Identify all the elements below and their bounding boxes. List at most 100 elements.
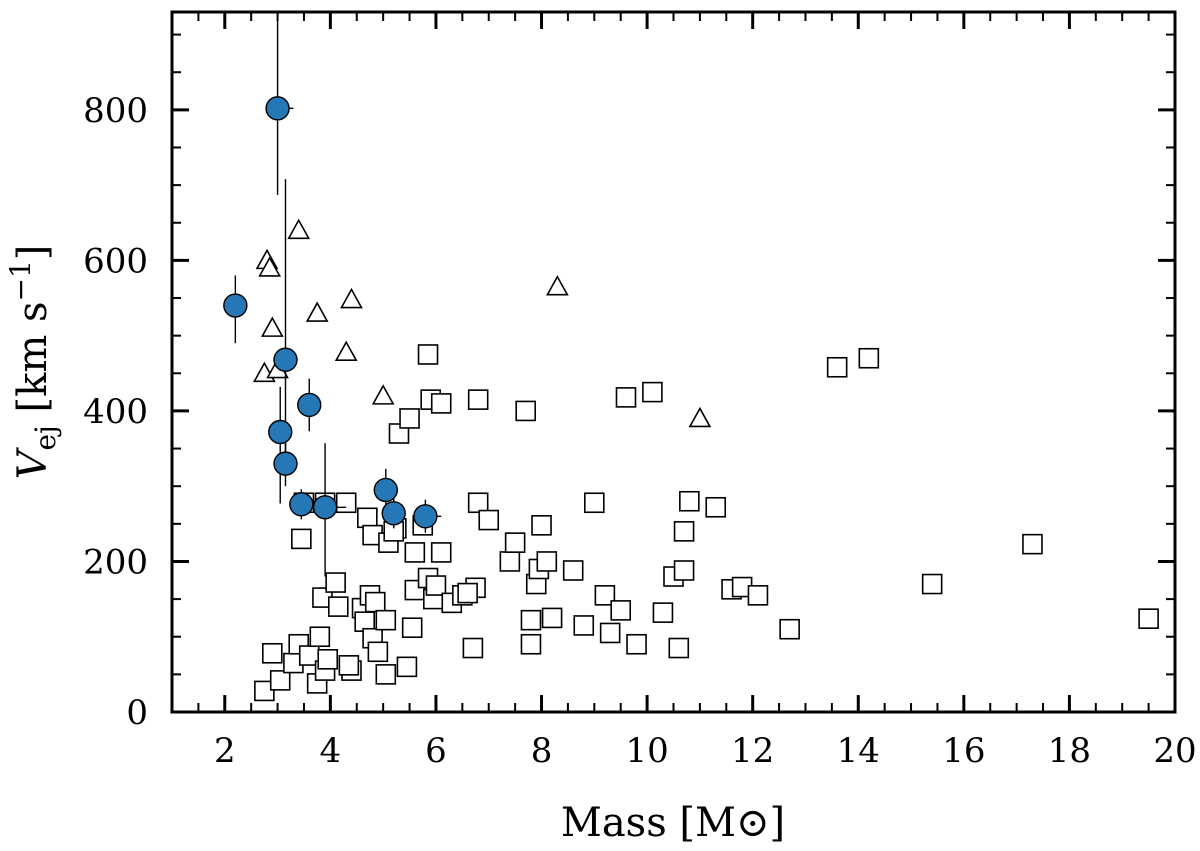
square-marker	[404, 542, 426, 563]
square-marker	[826, 356, 848, 378]
x-tick-label: 18	[1048, 731, 1091, 771]
square-marker	[401, 617, 423, 638]
square-marker	[520, 609, 542, 631]
x-tick-label: 4	[320, 731, 342, 771]
square-marker	[396, 656, 418, 678]
square-marker	[357, 507, 378, 529]
x-tick-label: 6	[425, 731, 447, 771]
square-marker	[504, 532, 526, 553]
circle-marker	[297, 392, 322, 418]
triangle-marker	[258, 256, 282, 277]
square-marker	[594, 585, 616, 606]
square-marker	[375, 664, 397, 685]
square-marker	[325, 572, 346, 593]
square-marker	[388, 423, 410, 444]
square-marker	[375, 609, 397, 631]
circle-marker	[289, 492, 314, 517]
square-marker	[515, 400, 536, 422]
y-tick-label: 200	[83, 542, 148, 582]
triangle-marker	[340, 287, 363, 309]
square-marker	[562, 560, 584, 581]
triangle-marker	[260, 316, 284, 337]
square-marker	[610, 600, 632, 621]
square-marker	[531, 515, 552, 536]
x-tick-label: 14	[837, 731, 880, 771]
square-marker	[478, 509, 500, 531]
square-marker	[668, 637, 690, 659]
square-marker	[291, 528, 312, 550]
triangle-marker	[287, 218, 311, 240]
square-marker	[457, 582, 478, 604]
square-marker	[430, 393, 452, 414]
circle-marker	[223, 293, 248, 318]
square-marker	[467, 492, 489, 514]
triangle-marker	[305, 301, 329, 322]
y-axis-label-units-prefix: [km s	[10, 302, 56, 426]
square-marker	[335, 492, 357, 514]
square-marker	[327, 596, 349, 617]
circle-marker	[413, 504, 438, 529]
plot-frame	[170, 10, 1177, 714]
square-marker	[615, 387, 637, 408]
x-tick-label: 2	[214, 731, 236, 771]
circle-series	[223, 96, 438, 529]
y-axis-label-base: V	[10, 446, 56, 479]
square-marker	[652, 602, 674, 623]
square-marker	[261, 642, 283, 664]
square-marker	[254, 680, 275, 702]
triangle-marker	[371, 384, 395, 405]
square-marker	[747, 585, 769, 606]
square-marker	[364, 591, 386, 613]
circle-marker	[273, 451, 298, 476]
x-tick-label: 16	[942, 731, 985, 771]
square-marker	[541, 607, 563, 629]
square-marker	[673, 521, 695, 542]
square-marker	[642, 381, 663, 403]
x-tick-label: 8	[531, 731, 553, 771]
circle-marker	[312, 495, 338, 520]
circle-marker	[268, 419, 293, 445]
y-tick-labels: 0 200 400 600 800	[83, 91, 148, 733]
square-marker	[430, 542, 452, 563]
square-series	[254, 344, 1159, 702]
triangle-marker	[688, 406, 712, 428]
square-marker	[858, 347, 880, 369]
x-tick-label: 20	[1153, 731, 1196, 771]
square-marker	[338, 655, 360, 676]
x-tick-label: 10	[625, 731, 668, 771]
square-marker	[1022, 533, 1043, 555]
square-marker	[269, 670, 291, 691]
y-axis-label-units-suffix: ]	[10, 245, 56, 261]
square-marker	[417, 344, 439, 365]
circle-marker	[381, 501, 406, 526]
y-tick-label: 0	[126, 693, 148, 733]
y-tick-label: 400	[83, 392, 148, 432]
y-axis-label: Vej [km s−1]	[4, 245, 62, 480]
square-marker	[467, 389, 489, 410]
square-marker	[309, 626, 331, 648]
square-marker	[1138, 608, 1159, 629]
y-axis-label-subscript: ej	[29, 425, 62, 450]
square-marker	[367, 641, 389, 663]
error-bars	[230, 10, 442, 577]
square-marker	[921, 573, 943, 595]
square-marker	[679, 490, 700, 512]
square-marker	[626, 633, 647, 655]
square-marker	[317, 649, 339, 670]
triangle-series	[253, 218, 712, 428]
square-marker	[499, 551, 521, 572]
y-tick-label: 800	[83, 91, 148, 131]
circle-marker	[273, 347, 298, 372]
square-marker	[599, 622, 621, 644]
square-marker	[520, 633, 542, 655]
x-tick-labels: 2 4 6 8 10 12 14 16 18 20	[214, 731, 1197, 771]
square-marker	[399, 408, 420, 429]
circle-marker	[265, 96, 290, 121]
square-marker	[425, 575, 447, 596]
square-marker	[573, 615, 595, 636]
circle-marker	[373, 477, 398, 503]
square-marker	[584, 492, 605, 514]
square-marker	[462, 637, 484, 659]
y-axis-label-units-exponent: −1	[4, 260, 37, 301]
